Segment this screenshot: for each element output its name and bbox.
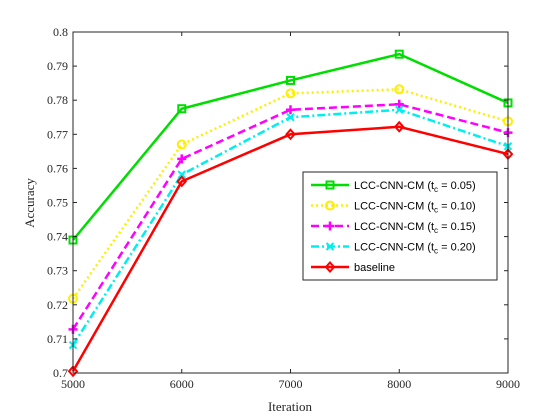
x-tick-label: 7000 <box>279 377 303 391</box>
data-point <box>395 105 404 114</box>
data-point <box>394 84 405 95</box>
legend-swatch-marker <box>325 242 335 251</box>
y-tick-label: 0.72 <box>47 298 68 312</box>
data-point <box>177 154 187 164</box>
legend-label: LCC-CNN-CM (tc = 0.15) <box>354 221 476 235</box>
y-tick-label: 0.7 <box>53 366 68 380</box>
y-tick-label: 0.76 <box>47 161 68 175</box>
legend: LCC-CNN-CM (tc = 0.05) LCC-CNN-CM (tc = 0… <box>302 171 498 281</box>
y-tick-label: 0.75 <box>47 196 68 210</box>
series-line-3 <box>71 103 509 331</box>
axes-layer: 5000 6000 7000 8000 9000 0.7 0.71 0.72 0.73 0.74 0… <box>47 25 520 391</box>
legend-item: LCC-CNN-CM (tc = 0.20) <box>311 242 476 256</box>
legend-swatch-marker <box>325 180 335 190</box>
x-tick-label: 6000 <box>170 377 194 391</box>
y-tick-label: 0.78 <box>47 93 68 107</box>
legend-item: LCC-CNN-CM (tc = 0.10) <box>311 200 476 215</box>
x-tick-label: 5000 <box>61 377 85 391</box>
data-point <box>394 49 404 59</box>
legend-swatch-marker <box>325 221 335 231</box>
data-point <box>393 120 405 133</box>
data-point <box>176 175 188 188</box>
x-tick-label: 9000 <box>496 377 520 391</box>
legend-label: LCC-CNN-CM (tc = 0.10) <box>354 201 476 215</box>
legend-swatch-marker <box>325 200 335 211</box>
y-tick-label: 0.74 <box>47 230 68 244</box>
legend-item: LCC-CNN-CM (tc = 0.15) <box>311 221 476 235</box>
data-point <box>67 365 79 378</box>
y-axis-title: Accuracy <box>22 178 37 228</box>
y-tick-label: 0.79 <box>47 59 68 73</box>
legend-item: LCC-CNN-CM (tc = 0.05) <box>311 180 476 194</box>
x-tick-label: 8000 <box>387 377 411 391</box>
series-line-1 <box>72 52 509 241</box>
data-point <box>176 139 187 150</box>
data-point <box>286 75 295 85</box>
legend-item: baseline <box>311 260 395 274</box>
data-point <box>286 105 295 115</box>
y-tick-label: 0.71 <box>47 332 68 346</box>
data-point <box>285 88 296 99</box>
legend-swatch-marker <box>324 260 336 274</box>
data-point <box>177 104 187 114</box>
series-line-2 <box>71 88 509 300</box>
data-point <box>286 113 295 122</box>
legend-label: baseline <box>354 262 395 274</box>
y-tick-label: 0.8 <box>53 25 68 39</box>
data-point <box>177 170 186 179</box>
legend-label: LCC-CNN-CM (tc = 0.05) <box>354 180 476 194</box>
y-tick-label: 0.73 <box>47 264 68 278</box>
data-point <box>285 128 296 141</box>
y-tick-label: 0.77 <box>47 127 68 141</box>
legend-label: LCC-CNN-CM (tc = 0.20) <box>354 242 476 256</box>
data-point <box>394 99 404 109</box>
series-line-5 <box>71 125 509 372</box>
x-axis-title: Iteration <box>268 399 313 414</box>
